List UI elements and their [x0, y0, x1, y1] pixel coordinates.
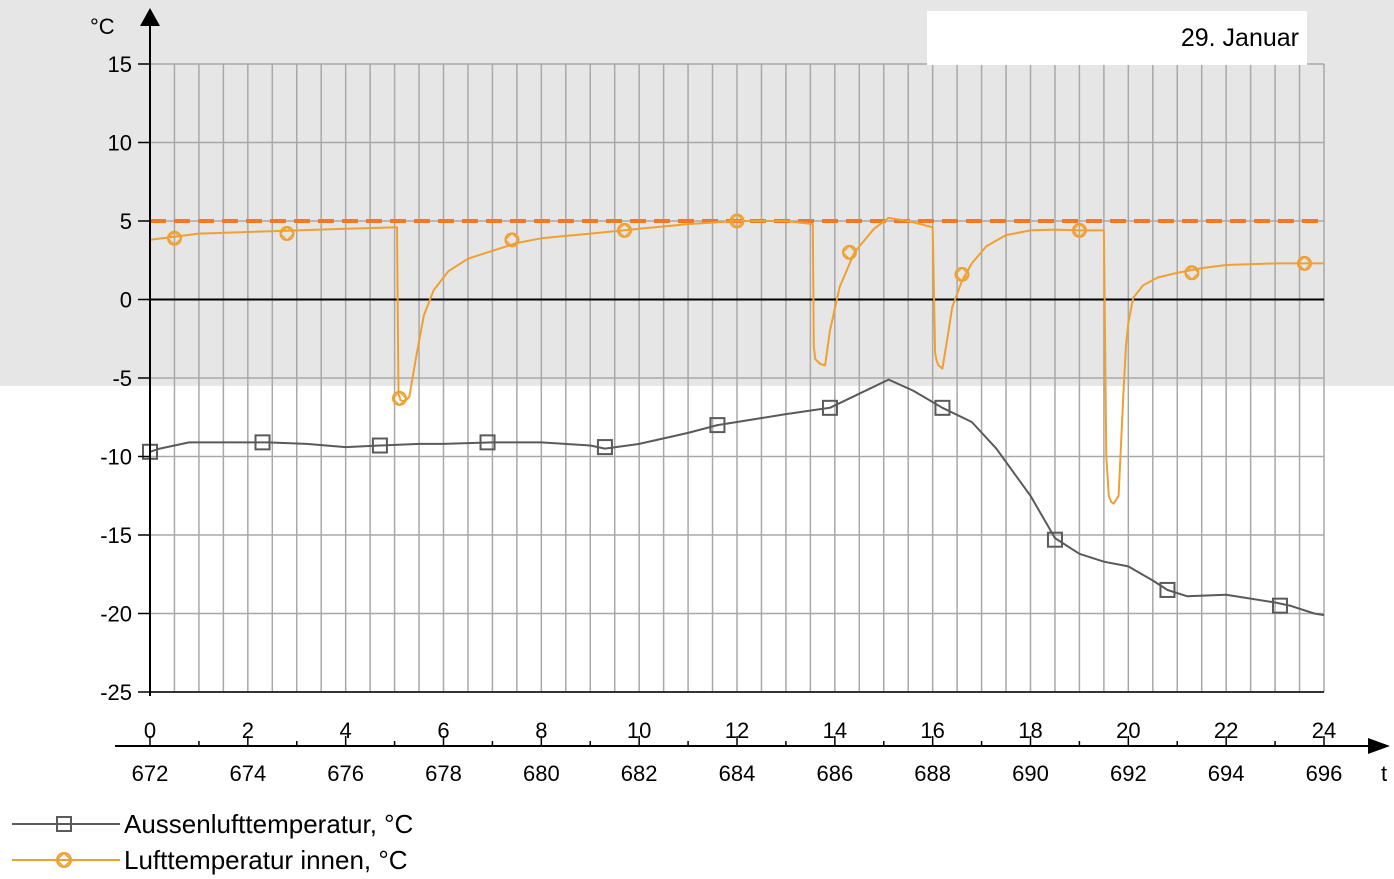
- data-point-square: [1046, 531, 1063, 548]
- data-point-square: [821, 399, 838, 416]
- data-point-square: [479, 434, 496, 451]
- data-point-square: [596, 439, 613, 456]
- legend-label-indoor: Lufttemperatur innen, °C: [124, 844, 408, 875]
- y-tick-label: 0: [120, 288, 132, 313]
- y-tick-label: -15: [100, 523, 132, 548]
- x-tick-label-hours: 8: [535, 718, 547, 743]
- date-label: 29. Januar: [927, 11, 1307, 65]
- data-point-circle: [1184, 265, 1200, 281]
- y-tick-label: 15: [108, 52, 132, 77]
- x-tick-label-hours: 22: [1214, 718, 1238, 743]
- data-point-circle: [729, 213, 745, 229]
- data-point-circle: [954, 266, 970, 282]
- x-tick-label-total: 682: [621, 761, 658, 786]
- x-tick-label-hours: 6: [437, 718, 449, 743]
- data-point-circle: [391, 390, 407, 406]
- marker-diamond: [392, 391, 407, 406]
- y-tick-label: -5: [112, 366, 132, 391]
- x-tick-label-hours: 16: [920, 718, 944, 743]
- y-tick-label: -20: [100, 602, 132, 627]
- marker-diamond: [504, 232, 520, 248]
- data-point-circle: [842, 244, 858, 260]
- x-tick-label-total: 696: [1306, 761, 1343, 786]
- x-tick-label-hours: 12: [725, 718, 749, 743]
- legend-swatch-diamond-icon: [12, 851, 120, 869]
- legend-item-outdoor: Aussenlufttemperatur, °C: [12, 807, 413, 841]
- x-tick-label-hours: 10: [627, 718, 651, 743]
- x-tick-label-hours: 0: [144, 718, 156, 743]
- marker-diamond: [167, 230, 182, 246]
- axes: [115, 8, 1390, 754]
- y-tick-label: 5: [120, 209, 132, 234]
- series-layer: [142, 213, 1325, 617]
- x-tick-label-total: 676: [327, 761, 364, 786]
- x-tick-label-total: 680: [523, 761, 560, 786]
- x-tick-label-hours: 2: [242, 718, 254, 743]
- x-tick-label-total: 672: [132, 761, 169, 786]
- grid: [149, 63, 1325, 693]
- legend-label-outdoor: Aussenlufttemperatur, °C: [124, 808, 414, 839]
- x-tick-label-total: 684: [719, 761, 756, 786]
- legend-swatch-square-icon: [12, 816, 120, 832]
- y-tick-label: -10: [100, 445, 132, 470]
- data-point-circle: [616, 222, 632, 238]
- x-tick-label-hours: 4: [340, 718, 352, 743]
- x-tick-label-total: 692: [1110, 761, 1147, 786]
- x-tick-label-hours: 24: [1312, 718, 1336, 743]
- marker-diamond: [1072, 223, 1087, 238]
- data-point-square: [709, 417, 726, 434]
- x-tick-label-total: 690: [1012, 761, 1049, 786]
- x-tick-label-total: 674: [229, 761, 266, 786]
- x-tick-label-hours: 20: [1116, 718, 1140, 743]
- series-line-0: [149, 378, 1325, 617]
- y-tick-label: 10: [108, 131, 132, 156]
- marker-diamond: [1184, 265, 1200, 281]
- data-point-square: [934, 399, 951, 416]
- data-point-square: [254, 434, 271, 451]
- data-point-circle: [166, 230, 182, 246]
- x-tick-label-total: 694: [1208, 761, 1245, 786]
- x-tick-label-total: 678: [425, 761, 462, 786]
- series-line-1: [149, 216, 1324, 505]
- x-tick-label-total: 688: [914, 761, 951, 786]
- x-axis-arrow-icon: [1368, 738, 1390, 754]
- data-point-circle: [1071, 222, 1087, 238]
- x-tick-label-hours: 18: [1018, 718, 1042, 743]
- x-tick-label-total: 686: [816, 761, 853, 786]
- y-unit-label: °C: [90, 14, 115, 39]
- legend-item-indoor: Lufttemperatur innen, °C: [12, 843, 408, 877]
- x-tick-label-hours: 14: [823, 718, 847, 743]
- marker-diamond: [842, 245, 857, 260]
- marker-diamond: [954, 267, 970, 282]
- x-unit-label: t: [1381, 761, 1387, 786]
- data-point-square: [1271, 597, 1288, 614]
- marker-diamond: [617, 223, 632, 238]
- data-point-circle: [279, 226, 295, 242]
- data-point-square: [371, 437, 388, 454]
- data-point-square: [1159, 581, 1176, 598]
- marker-diamond: [1297, 256, 1312, 271]
- marker-diamond: [279, 226, 295, 241]
- y-axis-arrow-icon: [140, 8, 160, 26]
- marker-diamond: [729, 213, 745, 229]
- data-point-circle: [1296, 255, 1312, 271]
- data-point-circle: [504, 232, 520, 248]
- y-tick-label: -25: [100, 680, 132, 705]
